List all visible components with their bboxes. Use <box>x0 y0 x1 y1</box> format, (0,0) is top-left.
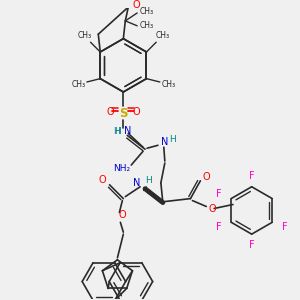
Text: O: O <box>99 175 106 185</box>
Text: O: O <box>107 107 114 117</box>
Text: H: H <box>114 127 121 136</box>
Text: F: F <box>282 222 288 232</box>
Text: O: O <box>118 210 126 220</box>
Text: H: H <box>113 127 120 136</box>
Text: CH₃: CH₃ <box>139 21 153 30</box>
Text: O: O <box>132 107 140 117</box>
Text: F: F <box>249 171 254 181</box>
Text: F: F <box>215 222 221 232</box>
Text: O: O <box>202 172 210 182</box>
Text: CH₃: CH₃ <box>155 32 170 40</box>
Text: O: O <box>208 205 216 214</box>
Text: F: F <box>215 189 221 199</box>
Text: N: N <box>124 127 131 136</box>
Text: O: O <box>132 0 140 10</box>
Text: N: N <box>134 178 141 188</box>
Text: H: H <box>169 135 176 144</box>
Text: F: F <box>249 240 254 250</box>
Text: S: S <box>119 107 128 120</box>
Text: N: N <box>161 137 169 147</box>
Text: CH₃: CH₃ <box>71 80 85 88</box>
Text: CH₃: CH₃ <box>161 80 176 88</box>
Text: NH₂: NH₂ <box>113 164 130 173</box>
Text: H: H <box>145 176 152 185</box>
Text: CH₃: CH₃ <box>77 32 91 40</box>
Text: CH₃: CH₃ <box>139 7 153 16</box>
